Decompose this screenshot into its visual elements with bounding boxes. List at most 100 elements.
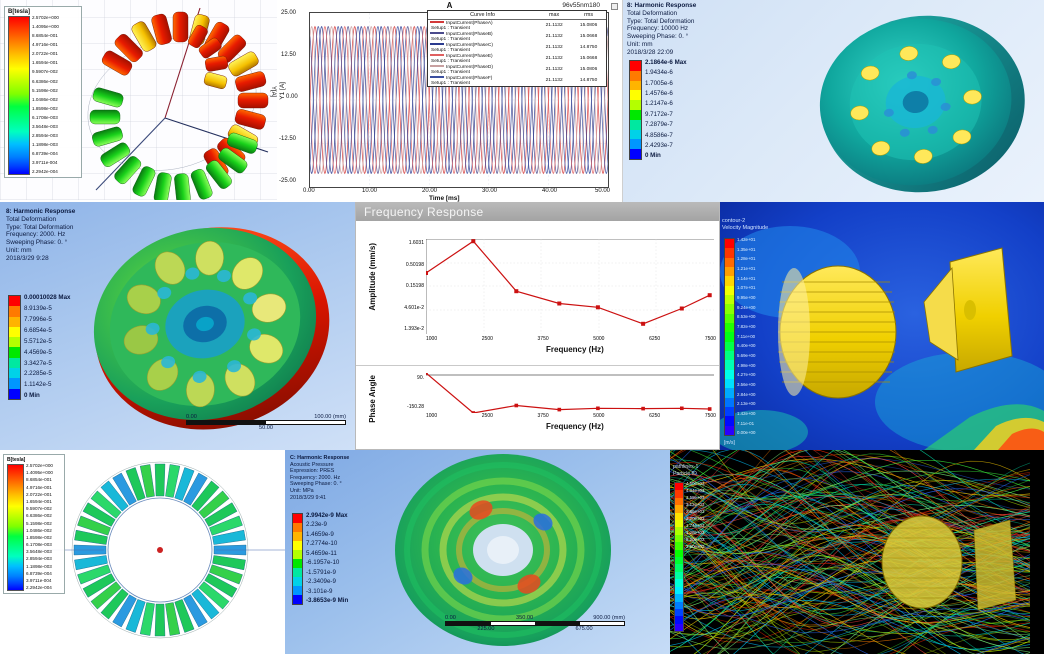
legend-value-13: 4.98e+00 [737,364,755,368]
ramp-band-14 [675,587,683,594]
xtick-0: 1000 [426,336,437,342]
legend-value-4: 2.0722e-001 [32,52,59,57]
ramp-band-17 [725,398,734,407]
ramp-band-10 [675,557,683,564]
legend-value-4: 2.66e+03 [686,510,704,514]
ramp-band-0 [630,61,641,71]
legend-value-6: 9.95e+00 [737,296,755,300]
curve-info-row: InputCurrent(PhaseE) Setup1 : Transient 21… [428,53,606,64]
ramp-band-18 [675,616,683,623]
legend-value-0: 1.42e+01 [737,238,755,242]
xtick-4: 6250 [649,336,660,342]
legend-value-3: 1.21e+01 [737,267,755,271]
legend-value-1: 4.04e+03 [686,489,704,493]
color-ramp [724,238,735,436]
curve-max-cell: 21.1132 [537,64,571,75]
xtick-3: 5000 [593,336,604,342]
header-line-2: Type: Total Deformation [627,18,696,26]
minimize-icon[interactable] [611,3,618,10]
ramp-band-4 [9,337,20,347]
ramp-band-8 [725,314,734,323]
ramp-band-0 [725,239,734,248]
phase-xtick-list: 1000 2500 3750 5000 6250 7500 [426,413,716,419]
legend-value-9: 0 Min [645,153,687,160]
ramp-band-20 [725,426,734,435]
cfd-legend-title-line1: contour-2 [722,218,768,225]
panel-harmonic-response-2000hz: 8: Harmonic Response Total Deformation Typ… [0,202,355,450]
header-line-6: 2018/3/28 22:09 [627,49,696,57]
ramp-band-6 [630,120,641,130]
ramp-band-2 [630,81,641,91]
ytick-2: 0.15198 [406,283,424,289]
phase-point-6 [680,407,684,411]
legend-value-0: 2.1864e-6 Max [645,60,687,67]
legend-value-6: 9.5907e-002 [26,507,53,512]
curve-rms-cell: 15.0806 [571,20,606,32]
legend-value-2: 1.4659e-9 [306,532,348,539]
pathlines-legend-title-line2: Particle ID [673,471,698,478]
y-axis-label: Y1 [A] [279,82,286,100]
ytick-0: 90. [417,375,424,381]
panel-cfd-velocity-magnitude: contour-2 Velocity Magnitude 1.42e+01 1.3… [720,202,1044,450]
scale-tick-2: 675.00 [576,626,593,632]
legend-value-16: 2.84e+00 [737,393,755,397]
phase-point-7 [708,407,712,411]
legend-value-17: 2.2942e-004 [26,586,53,591]
ramp-band-7 [9,368,20,378]
legend-value-17: 2.2942e-004 [32,170,59,175]
legend-value-3: 1.4576e-6 [645,91,687,98]
amplitude-point-7 [708,293,712,297]
ramp-band-2 [9,317,20,327]
phase-plot-area [426,373,714,413]
legend-value-2: 1.28e+01 [737,257,755,261]
panel-acoustic-pressure: C: Harmonic Response Acoustic Pressure Exp… [285,450,670,654]
xtick-1: 10.00 [362,188,377,194]
legend-value-7: 1.28e+03 [686,531,704,535]
scale-left-label: 0.00 [186,414,197,420]
legend-value-9: 3.60e+02 [686,545,704,549]
xtick-1: 2500 [482,336,493,342]
legend-value-12: 5.69e+00 [737,354,755,358]
scale-right-label: 900.00 (mm) [593,615,625,621]
legend-value-11: 6.1708e-003 [26,543,53,548]
legend-value-6: 1.74e+03 [686,524,704,528]
phase-point-3 [558,408,562,412]
panel-input-current-transient: A 96v55nm180 25.00 12.50 0.00 -12.50 -25… [277,0,623,202]
legend-value-list: 2.1864e-6 Max 1.9434e-6 1.7005e-6 1.4576e-6… [645,60,687,160]
panel-pathlines-particle-id: pathlines-1 Particle ID 4.50e+03 4.04e+03… [670,450,1044,654]
ytick-4: 1.393e-2 [404,326,424,332]
legend-value-0: 2.9942e-9 Max [306,513,348,520]
curve-max-cell: 21.1132 [537,53,571,64]
ramp-band-18 [725,407,734,416]
ytick-1: 0.50198 [406,262,424,268]
xtick-2: 3750 [538,336,549,342]
legend-value-14: 4.27e+00 [737,373,755,377]
cfd-legend-title: contour-2 Velocity Magnitude [722,218,768,232]
legend-value-6: -1.5791e-9 [306,570,348,577]
legend-value-9: 0 Min [24,393,70,400]
scale-mid-label: 50.00 [259,425,273,431]
header-line-0: 8: Harmonic Response [627,2,696,10]
maxwell-axis-label: Y[A] [270,86,276,97]
curve-info-table: Curve Info max rms InputCurrent(PhaseA) Setu… [428,11,606,86]
curve-max-cell: 21.1132 [537,20,571,32]
legend-value-1: 2.23e-9 [306,522,348,529]
ramp-band-8 [293,586,302,595]
legend-value-16: 3.9711e-004 [26,579,53,584]
harmonic-mid-header: 8: Harmonic Response Total Deformation Typ… [6,208,75,263]
header-line-5: Unit: mm [6,247,75,255]
ramp-band-5 [725,286,734,295]
curve-max-cell: 21.1132 [537,75,571,86]
ramp-band-3 [630,90,641,100]
ramp-band-4 [293,550,302,559]
pathlines-legend-title-line1: pathlines-1 [673,464,698,471]
curve-name-cell: InputCurrent(PhaseB) Setup1 : Transient [428,31,537,42]
xtick-4: 40.00 [542,188,557,194]
header-line-0: C: Harmonic Response [290,455,349,462]
window-title-bar[interactable]: Frequency Response [356,203,719,221]
legend-value-2: 8.6854e-001 [26,478,53,483]
legend-value-0: 2.5702e+000 [26,464,53,469]
legend-value-10: 7.11e+00 [737,335,755,339]
legend-value-9: 1.0486e-002 [32,98,59,103]
legend-value-3: 6.6854e-5 [24,328,70,335]
